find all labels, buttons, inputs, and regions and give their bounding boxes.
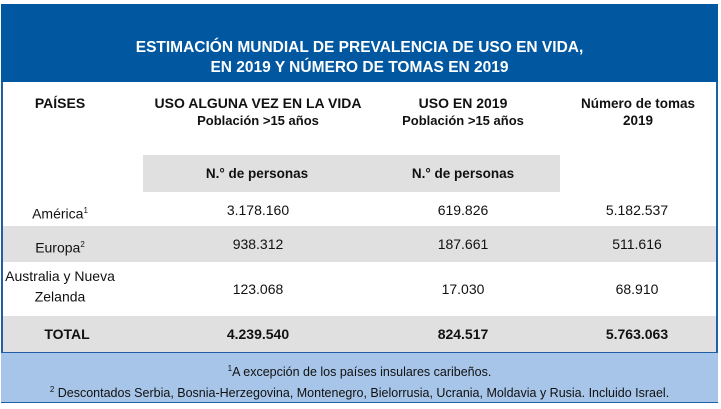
cell-region: América1 [3,202,118,223]
total-year: 824.517 [437,326,489,342]
footnote-mark: 1 [227,364,233,373]
header-label: USO EN 2019 [418,95,508,111]
cell-doses: 511.616 [612,236,662,252]
cell-doses: 68.910 [615,281,659,297]
footnote: 2 Descontados Serbia, Bosnia-Herzegovina… [1,381,718,402]
total-doses: 5.763.063 [605,326,669,342]
cell-year: 187.661 [437,236,489,252]
footnotes: 1A excepción de los países insulares car… [1,352,718,403]
cell-lifetime: 938.312 [232,236,284,252]
header-year: USO EN 2019 Población >15 años [383,95,543,129]
cell-lifetime: 123.068 [232,281,284,297]
table-frame [1,4,718,403]
header-label: USO ALGUNA VEZ EN LA VIDA [154,95,362,111]
title-line: EN 2019 Y NÚMERO DE TOMAS EN 2019 [210,59,509,76]
title-line: ESTIMACIÓN MUNDIAL DE PREVALENCIA DE USO… [135,39,584,56]
cell-region: Australia y Nueva Zelanda [3,268,118,306]
unit-row [143,155,560,192]
stripe [3,316,716,352]
header-sub: Población >15 años [402,113,524,128]
header-sub: Población >15 años [197,113,319,128]
table-title: ESTIMACIÓN MUNDIAL DE PREVALENCIA DE USO… [1,4,718,82]
unit-label: N.° de personas [411,166,515,181]
cell-doses: 5.182.537 [605,202,669,218]
region-name: América [32,205,84,222]
total-lifetime: 4.239.540 [226,326,290,342]
footnote-mark: 2 [49,385,55,395]
footnote: 1A excepción de los países insulares car… [1,360,718,381]
stripe [3,226,716,262]
header-paises: PAÍSES [34,95,86,111]
cell-lifetime: 3.178.160 [226,202,290,218]
footnote-ref: 1 [83,206,88,215]
cell-region: Europa2 [3,236,118,257]
total-label: TOTAL [44,326,90,342]
unit-label: N.° de personas [205,166,309,181]
region-name: Australia y Nueva Zelanda [5,268,115,305]
cell-year: 17.030 [441,281,485,297]
header-doses: Número de tomas 2019 [580,96,696,128]
footnote-text: Descontados Serbia, Bosnia-Herzegovina, … [57,386,670,401]
region-name: Europa [35,239,81,256]
footnote-ref: 2 [80,240,85,249]
footnote-text: A excepción de los países insulares cari… [232,365,492,380]
header-lifetime: USO ALGUNA VEZ EN LA VIDA Población >15 … [153,95,363,129]
cell-year: 619.826 [437,202,489,218]
